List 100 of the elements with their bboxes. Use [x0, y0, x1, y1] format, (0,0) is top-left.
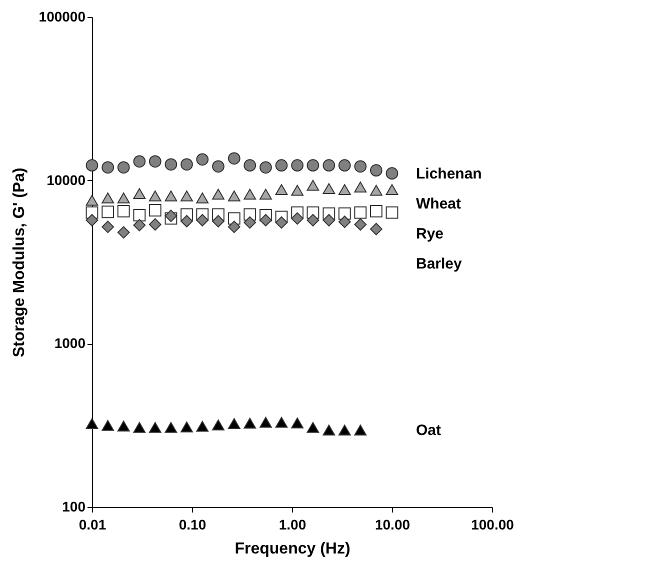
text: Oat: [416, 422, 442, 440]
x-axis-title: Frequency (Hz): [234, 540, 350, 558]
point: [117, 420, 130, 432]
point: [260, 214, 272, 226]
point: [244, 216, 256, 229]
point: [244, 418, 256, 429]
point: [275, 184, 288, 195]
point: [260, 416, 272, 428]
point: [196, 153, 209, 166]
point: [117, 161, 130, 174]
x-tick-label: 10.00: [374, 516, 410, 532]
point: [102, 206, 114, 218]
point: [86, 159, 98, 172]
point: [275, 416, 288, 428]
point: [291, 212, 304, 225]
point: [196, 420, 209, 432]
point: [354, 160, 367, 173]
point: [133, 218, 146, 232]
point: [117, 205, 130, 218]
point: [244, 159, 256, 172]
point: [212, 188, 224, 200]
point: [196, 192, 209, 204]
point: [338, 216, 351, 228]
point: [386, 206, 398, 219]
point: [164, 422, 178, 433]
point: [244, 188, 256, 200]
point: [370, 222, 382, 236]
point: [306, 214, 320, 226]
point: [354, 182, 367, 192]
point: [196, 214, 209, 226]
point: [102, 161, 114, 174]
point: [306, 180, 320, 191]
point: [291, 159, 304, 172]
y-axis-title: Storage Modulus, G' (Pa): [10, 168, 28, 358]
point: [338, 184, 351, 195]
point: [180, 158, 193, 171]
point: [148, 204, 162, 216]
point: [354, 424, 367, 436]
point: [370, 205, 382, 218]
point: [275, 216, 288, 229]
point: [133, 188, 146, 199]
y-tick-label: 100: [62, 498, 86, 514]
point: [228, 220, 240, 234]
point: [322, 183, 336, 194]
point: [386, 167, 398, 180]
point: [322, 424, 336, 436]
point: [228, 190, 240, 202]
point: [291, 418, 304, 428]
series-label: Wheat: [416, 195, 462, 212]
y-tick-label: 10000: [46, 172, 86, 188]
x-tick-label: 0.01: [78, 516, 106, 532]
point: [102, 220, 114, 234]
point: [148, 218, 162, 231]
x-tick-label: 100.00: [471, 516, 514, 532]
point: [228, 418, 240, 430]
point: [354, 206, 367, 219]
point: [102, 420, 114, 431]
point: [212, 160, 224, 173]
point: [322, 159, 336, 172]
point: [117, 192, 130, 204]
point: [164, 158, 178, 171]
point: [180, 422, 193, 432]
point: [117, 226, 130, 239]
point: [306, 159, 320, 172]
x-tick-label: 0.10: [178, 516, 206, 532]
point: [228, 152, 240, 165]
point: [133, 208, 146, 222]
point: [102, 192, 114, 204]
point: [338, 424, 351, 436]
y-tick-label: 100000: [38, 8, 86, 24]
series-label: Rye: [416, 225, 444, 242]
point: [148, 422, 162, 433]
point: [260, 161, 272, 174]
point: [275, 159, 288, 172]
point: [164, 210, 178, 222]
point: [212, 215, 224, 228]
point: [291, 184, 304, 196]
point: [133, 422, 146, 433]
point: [306, 422, 320, 433]
point: [148, 190, 162, 202]
point: [370, 164, 382, 177]
point: [164, 190, 178, 202]
point: [354, 218, 367, 231]
point: [260, 188, 272, 200]
point: [133, 155, 146, 168]
point: [86, 418, 98, 430]
x-tick-label: 1.00: [278, 516, 306, 532]
point: [180, 215, 193, 228]
point: [322, 214, 336, 226]
y-tick-label: 1000: [54, 335, 86, 352]
text: Barley: [416, 255, 463, 272]
point: [370, 184, 382, 196]
point: [386, 184, 398, 195]
point: [212, 420, 224, 430]
point: [148, 155, 162, 168]
point: [86, 214, 98, 226]
point: [338, 159, 351, 172]
point: [180, 190, 193, 202]
point: [86, 194, 98, 206]
series-label: Lichenan: [416, 165, 482, 182]
